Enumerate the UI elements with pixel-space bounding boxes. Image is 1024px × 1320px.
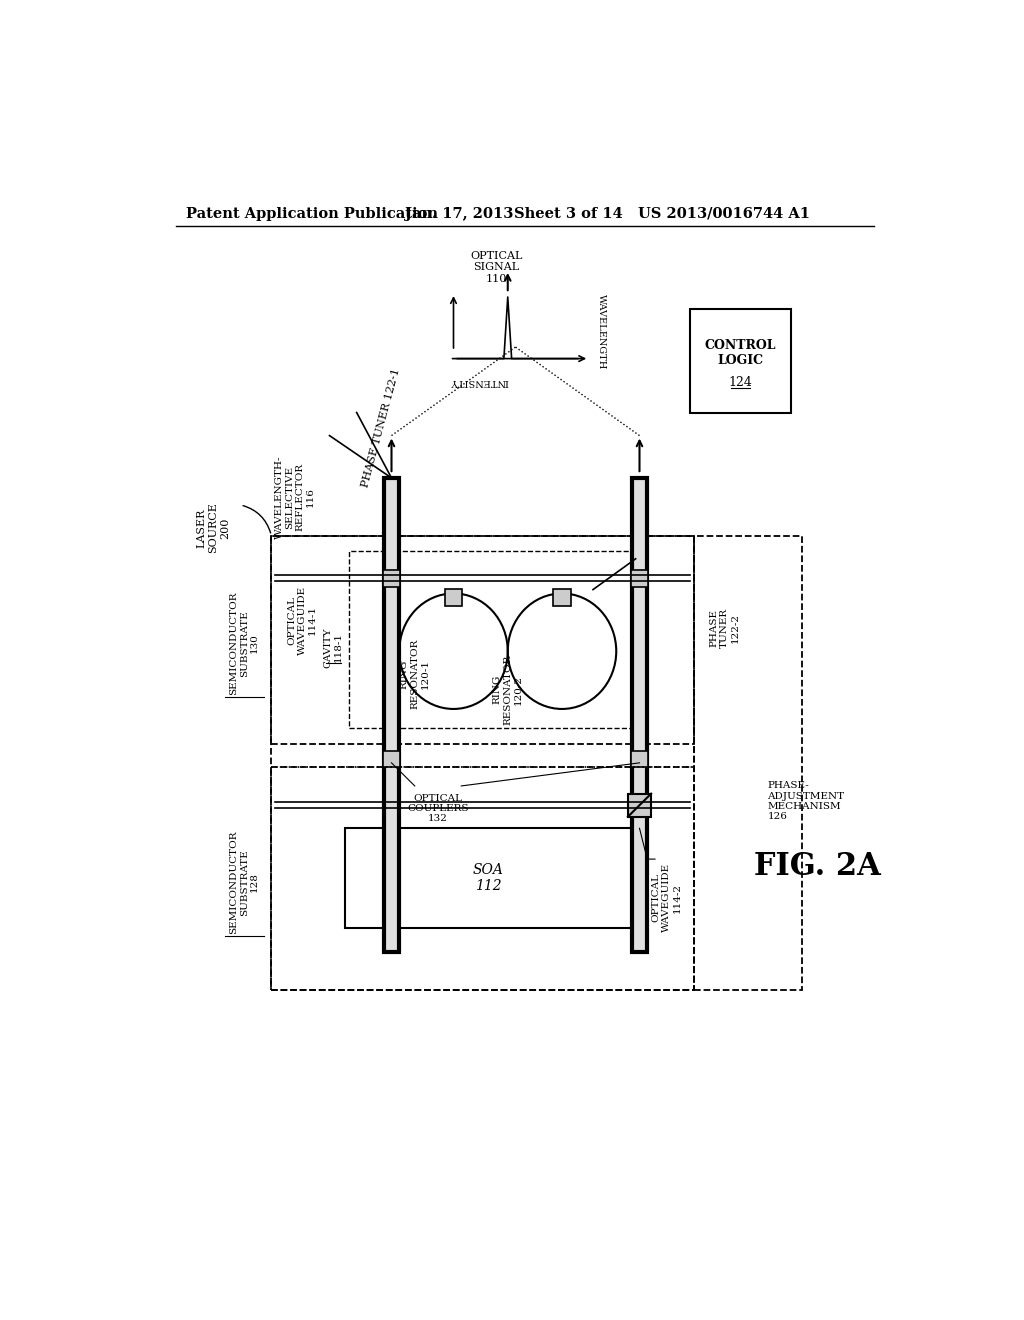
Text: 124: 124 <box>728 376 753 388</box>
Bar <box>383 751 400 767</box>
Bar <box>345 829 632 928</box>
Text: SEMICONDUCTOR
SUBSTRATE
130: SEMICONDUCTOR SUBSTRATE 130 <box>229 591 259 696</box>
Text: PHASE-
ADJUSTMENT
MECHANISM
126: PHASE- ADJUSTMENT MECHANISM 126 <box>767 781 845 821</box>
Bar <box>383 570 400 586</box>
Bar <box>554 589 570 606</box>
Text: OPTICAL
WAVEGUIDE
114-1: OPTICAL WAVEGUIDE 114-1 <box>288 586 317 655</box>
Bar <box>632 478 647 952</box>
Text: OPTICAL
SIGNAL
110: OPTICAL SIGNAL 110 <box>470 251 522 284</box>
Text: Jan. 17, 2013: Jan. 17, 2013 <box>406 207 514 220</box>
Text: WAVELENGTH-
SELECTIVE
REFLECTOR
116: WAVELENGTH- SELECTIVE REFLECTOR 116 <box>274 455 314 539</box>
Bar <box>271 767 693 990</box>
Bar <box>445 589 462 606</box>
Bar <box>690 309 791 412</box>
Text: RING
RESONATOR
120-1: RING RESONATOR 120-1 <box>399 639 430 709</box>
Bar <box>631 751 648 767</box>
Text: INTENSITY: INTENSITY <box>450 378 508 387</box>
Text: SEMICONDUCTOR
SUBSTRATE
128: SEMICONDUCTOR SUBSTRATE 128 <box>229 830 259 935</box>
Text: CAVITY
118-1: CAVITY 118-1 <box>324 627 343 668</box>
Text: Sheet 3 of 14: Sheet 3 of 14 <box>514 207 623 220</box>
Bar <box>628 793 651 817</box>
Bar <box>271 536 693 990</box>
Text: LASER
SOURCE
200: LASER SOURCE 200 <box>197 503 229 553</box>
Text: RING
RESONATOR
120-2: RING RESONATOR 120-2 <box>493 655 522 725</box>
Bar <box>631 570 648 586</box>
Text: WAVELENGTH: WAVELENGTH <box>597 294 606 370</box>
Text: US 2013/0016744 A1: US 2013/0016744 A1 <box>638 207 810 220</box>
Bar <box>349 552 632 729</box>
Text: PHASE TUNER 122-1: PHASE TUNER 122-1 <box>360 367 402 488</box>
Text: SOA
112: SOA 112 <box>473 863 504 894</box>
Bar <box>384 478 399 952</box>
Text: OPTICAL
WAVEGUIDE
114-2: OPTICAL WAVEGUIDE 114-2 <box>651 863 682 932</box>
Bar <box>271 536 693 743</box>
Text: Patent Application Publication: Patent Application Publication <box>186 207 438 220</box>
Text: PHASE
TUNER
122-2: PHASE TUNER 122-2 <box>710 609 739 648</box>
Bar <box>693 536 802 990</box>
Text: CONTROL
LOGIC: CONTROL LOGIC <box>705 339 776 367</box>
Text: OPTICAL
COUPLERS
132: OPTICAL COUPLERS 132 <box>408 793 469 824</box>
Text: FIG. 2A: FIG. 2A <box>755 851 881 882</box>
